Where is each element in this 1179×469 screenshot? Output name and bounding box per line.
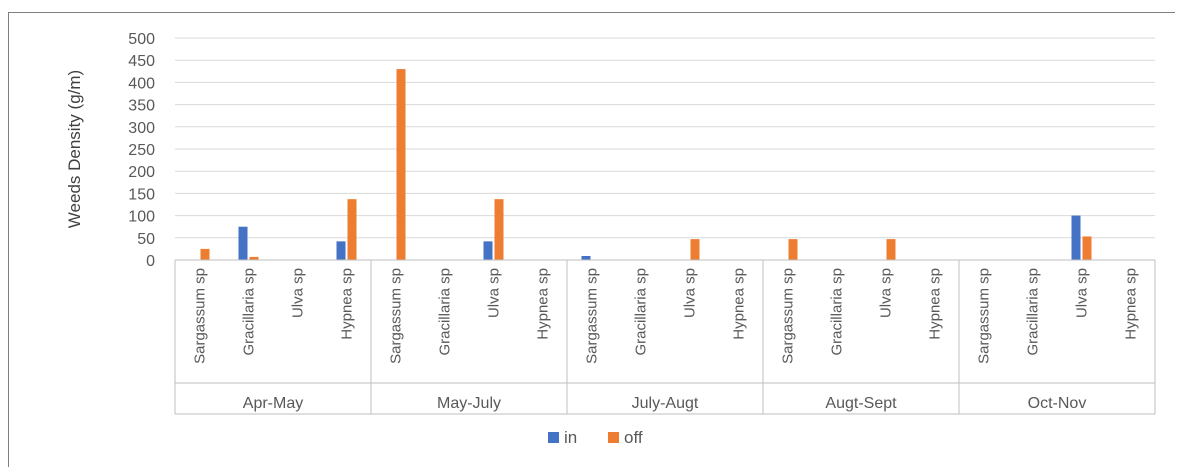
y-tick-label: 450 <box>128 53 155 70</box>
category-label: Gracillaria sp <box>241 268 258 356</box>
category-label: Sargassum sp <box>192 268 209 364</box>
category-label: Hypnea sp <box>927 268 944 340</box>
category-label: Gracillaria sp <box>1025 268 1042 356</box>
category-label: Sargassum sp <box>976 268 993 364</box>
bar-off <box>1082 236 1092 260</box>
chart-frame <box>8 12 1175 467</box>
y-tick-label: 300 <box>128 120 155 137</box>
group-label: Apr-May <box>243 395 303 412</box>
bar-in <box>336 241 346 260</box>
category-label: Hypnea sp <box>535 268 552 340</box>
group-label: July-Augt <box>632 395 699 412</box>
y-tick-label: 250 <box>128 142 155 159</box>
category-label: Hypnea sp <box>731 268 748 340</box>
category-label: Ulva sp <box>290 268 307 318</box>
category-label: Sargassum sp <box>780 268 797 364</box>
category-label: Ulva sp <box>486 268 503 318</box>
category-label: Sargassum sp <box>584 268 601 364</box>
category-label: Ulva sp <box>1074 268 1091 318</box>
category-label: Hypnea sp <box>1123 268 1140 340</box>
bar-off <box>249 256 259 260</box>
y-tick-label: 200 <box>128 164 155 181</box>
y-tick-label: 100 <box>128 209 155 226</box>
bar-in <box>483 241 493 260</box>
y-tick-label: 350 <box>128 98 155 115</box>
category-label: Gracillaria sp <box>633 268 650 356</box>
category-label: Gracillaria sp <box>437 268 454 356</box>
category-label: Gracillaria sp <box>829 268 846 356</box>
bar-off <box>200 248 210 260</box>
group-label: Augt-Sept <box>825 395 897 412</box>
bar-in <box>581 256 591 260</box>
group-label: May-July <box>437 395 501 412</box>
y-tick-label: 500 <box>128 31 155 48</box>
bar-off <box>788 239 798 260</box>
bar-in <box>238 226 248 260</box>
bar-off <box>886 239 896 260</box>
y-tick-label: 400 <box>128 75 155 92</box>
bar-in <box>1071 215 1081 260</box>
legend-label: off <box>624 428 643 447</box>
y-tick-label: 150 <box>128 186 155 203</box>
category-label: Hypnea sp <box>339 268 356 340</box>
bar-off <box>347 199 357 260</box>
category-label: Ulva sp <box>878 268 895 318</box>
category-label: Ulva sp <box>682 268 699 318</box>
group-label: Oct-Nov <box>1028 395 1087 412</box>
bar-off <box>690 239 700 260</box>
y-tick-label: 50 <box>137 231 155 248</box>
legend-swatch-in <box>548 432 559 443</box>
bar-off <box>396 69 406 260</box>
y-tick-label: 0 <box>146 253 155 270</box>
y-axis-title: Weeds Density (g/m) <box>65 70 84 228</box>
legend-swatch-off <box>608 432 619 443</box>
legend-label: in <box>564 428 577 447</box>
bar-off <box>494 199 504 260</box>
category-label: Sargassum sp <box>388 268 405 364</box>
